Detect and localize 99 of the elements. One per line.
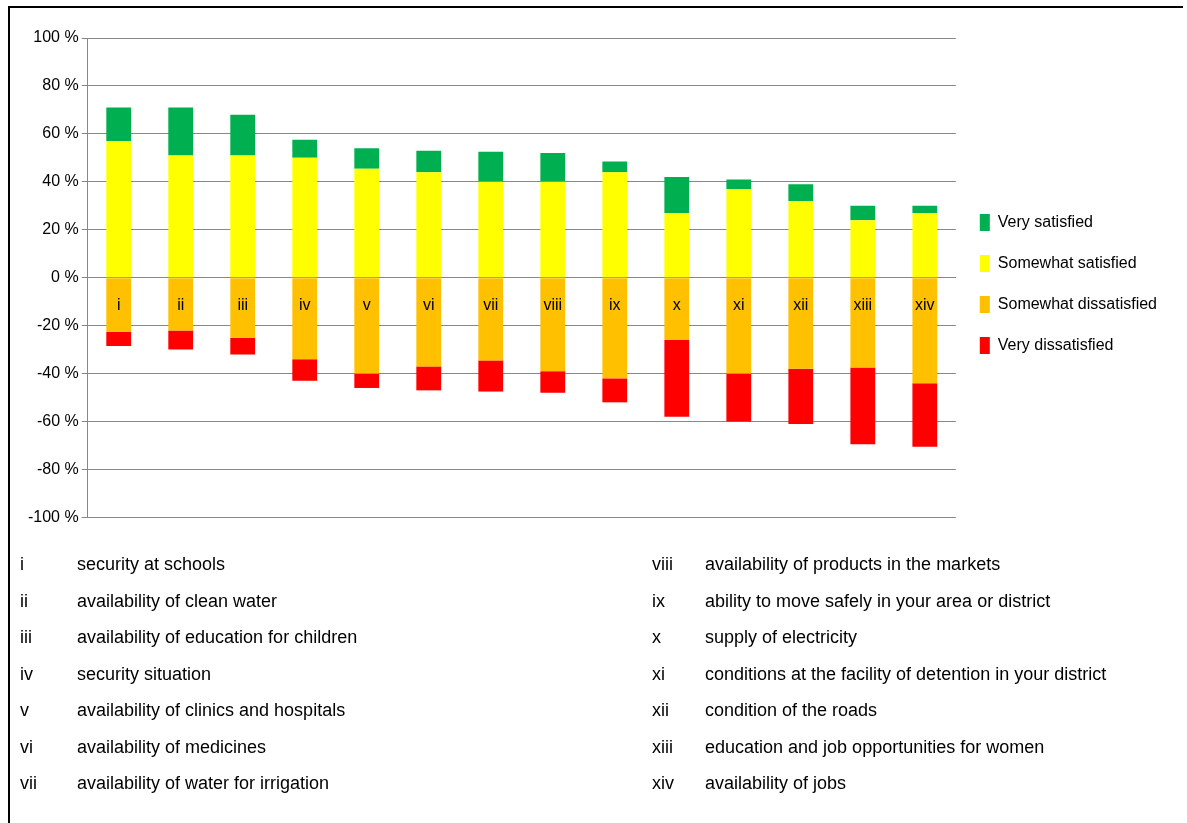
bar	[726, 179, 752, 190]
y-tick-label: 80 %	[42, 76, 79, 94]
bar	[230, 155, 256, 278]
bar	[540, 278, 566, 372]
x-tick-label: xii	[793, 296, 809, 314]
bar	[416, 366, 442, 391]
bar	[788, 201, 814, 278]
bar	[664, 278, 690, 341]
bar	[106, 278, 132, 332]
y-tick-label: -60 %	[36, 411, 79, 429]
bar	[602, 278, 628, 379]
text: vi availability of medicines	[20, 736, 267, 757]
bar	[850, 220, 876, 278]
text: xiv availability of jobs	[652, 773, 847, 793]
y-tick-label: -20 %	[36, 316, 79, 334]
bar	[416, 278, 442, 367]
bar	[106, 331, 132, 347]
y-tick-label: -100 %	[27, 507, 79, 525]
y-tick-label: 20 %	[42, 220, 79, 238]
bar	[354, 168, 380, 278]
bar	[788, 368, 814, 424]
bar	[478, 278, 504, 361]
x-tick-label: xi	[733, 296, 745, 314]
x-tick-label: iv	[298, 296, 311, 314]
x-tick-label: vii	[483, 296, 499, 314]
legend-label: Very dissatisfied	[997, 335, 1114, 353]
bar	[788, 278, 814, 369]
bar	[788, 184, 814, 201]
x-tick-label: iii	[237, 296, 249, 314]
x-tick-label: x	[672, 296, 681, 314]
bar	[230, 337, 256, 355]
bar	[664, 212, 690, 278]
bar	[478, 151, 504, 182]
bar	[602, 378, 628, 403]
bar	[292, 359, 318, 381]
bar	[478, 181, 504, 278]
bar	[106, 141, 132, 278]
text: xii condition of the roads	[652, 700, 878, 720]
text: vii availability of water for irrigation	[20, 773, 330, 793]
bar	[912, 383, 938, 447]
bar	[416, 172, 442, 278]
bar	[354, 148, 380, 169]
text: xiii education and job opportunities for women	[652, 736, 1045, 757]
text: iv security situation	[20, 663, 212, 684]
bar	[416, 150, 442, 173]
x-tick-label: xiii	[853, 296, 873, 314]
bar	[106, 107, 132, 142]
bar	[168, 278, 194, 331]
bar	[292, 139, 318, 158]
bar	[664, 340, 690, 417]
text: ii availability of clean water	[20, 590, 278, 611]
bar	[912, 205, 938, 213]
text: viii availability of products in the markets	[652, 554, 1001, 574]
bar	[602, 172, 628, 278]
y-tick-label: 40 %	[42, 172, 79, 190]
text: i security at schools	[20, 554, 226, 574]
bar	[726, 278, 752, 374]
y-tick-label: -80 %	[36, 459, 79, 477]
bar	[912, 212, 938, 278]
text: iii availability of education for children	[20, 627, 358, 647]
x-tick-label: ix	[608, 296, 621, 314]
x-tick-label: xiv	[915, 296, 935, 314]
text: v availability of clinics and hospitals	[20, 700, 346, 720]
x-tick-label: v	[362, 296, 371, 314]
bar	[850, 205, 876, 221]
bar	[478, 360, 504, 392]
bar	[602, 161, 628, 173]
bar	[230, 278, 256, 338]
bar	[540, 371, 566, 393]
bar	[726, 189, 752, 278]
bar	[354, 373, 380, 388]
bar	[168, 330, 194, 350]
text: ix ability to move safely in your area or district	[652, 590, 1051, 611]
bar	[168, 107, 194, 156]
bar	[230, 114, 256, 156]
text: x supply of electricity	[652, 627, 858, 647]
text: xi conditions at the facility of detention in your district	[652, 663, 1107, 684]
legend-label: Somewhat satisfied	[997, 253, 1137, 271]
y-tick-label: 60 %	[42, 124, 79, 142]
bar	[540, 181, 566, 278]
x-tick-label: i	[116, 296, 121, 314]
bar	[292, 157, 318, 278]
bar	[354, 278, 380, 374]
y-tick-label: 100 %	[33, 28, 79, 46]
bar	[726, 373, 752, 422]
x-tick-label: viii	[543, 296, 563, 314]
bar	[168, 155, 194, 278]
bar	[664, 177, 690, 213]
x-tick-label: ii	[177, 296, 185, 314]
x-tick-label: vi	[422, 296, 435, 314]
y-tick-label: -40 %	[36, 363, 79, 381]
bar	[540, 153, 566, 182]
legend-label: Somewhat dissatisfied	[997, 294, 1157, 312]
bar	[292, 278, 318, 360]
legend-label: Very satisfied	[997, 212, 1093, 230]
bar	[912, 278, 938, 384]
bar	[850, 367, 876, 445]
bar	[850, 278, 876, 368]
y-tick-label: 0 %	[51, 268, 79, 286]
